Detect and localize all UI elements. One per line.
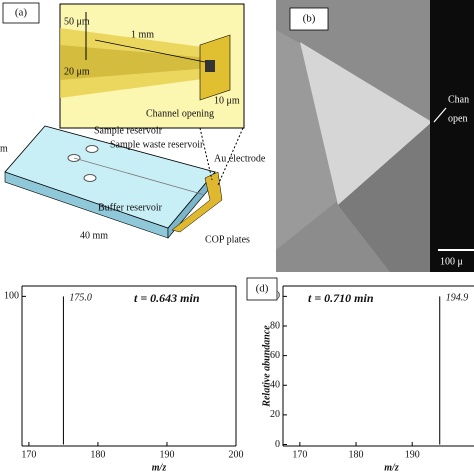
- channel: [60, 45, 210, 80]
- y-tick-label: 80: [270, 320, 280, 331]
- zoom-line: [199, 127, 213, 181]
- dim-label: 1 mm: [131, 29, 154, 40]
- peak-label: 175.0: [69, 292, 92, 303]
- callout: Chan: [448, 94, 469, 105]
- x-axis-label: m/z: [384, 462, 399, 473]
- dim-label: 40 mm: [80, 230, 108, 241]
- dim-label: 20 μm: [64, 66, 90, 77]
- x-tick-label: 190: [159, 449, 174, 460]
- spectra: 100 170 180 190 200 175.0 t = 0.643 min m/z 0 20 4…: [4, 277, 474, 473]
- x-tick-label: 180: [90, 449, 105, 460]
- callout: Buffer reservoir: [98, 202, 163, 213]
- arrow: [433, 107, 447, 123]
- chip-top: [4, 125, 216, 229]
- y-axis-label: Relative abundance: [261, 325, 272, 408]
- label-box: [289, 7, 329, 31]
- dim-line: [94, 39, 206, 63]
- peak-label: 194.9: [446, 292, 469, 303]
- label-box: [2, 2, 40, 24]
- y-tick-label: 100: [4, 291, 19, 302]
- panel-a: (a) 50 μm 1 mm 20 μm 10 μm Channel openi…: [0, 2, 266, 245]
- x-tick-label: 200: [229, 449, 244, 460]
- callout: Au electrode: [214, 153, 266, 164]
- channel-line: [73, 157, 206, 196]
- sem-dark: [430, 0, 474, 272]
- x-tick-label: 170: [21, 449, 36, 460]
- dim-label: 50 μm: [64, 16, 90, 27]
- reservoir: [85, 145, 99, 153]
- x-tick-label: 170: [292, 449, 307, 460]
- callout: Channel opening: [146, 108, 214, 119]
- opening: [205, 60, 215, 72]
- y-tick-label: 0: [275, 439, 280, 450]
- y-tick-label: 20: [270, 409, 280, 420]
- x-axis-label: m/z: [152, 462, 167, 473]
- electrode: [171, 171, 223, 233]
- dim-label: 10 μm: [214, 95, 240, 106]
- panel-label: (d): [256, 283, 269, 295]
- callout: open: [448, 113, 467, 124]
- panel-label: (a): [15, 7, 28, 19]
- x-tick-label: 180: [349, 449, 364, 460]
- panel-b: (b) Chan open 100 μ: [276, 0, 474, 272]
- callout: Sample reservoir: [94, 125, 163, 136]
- scale-label: 100 μ: [440, 256, 463, 267]
- annotation: t = 0.710 min: [308, 291, 374, 305]
- sem-region: [338, 122, 432, 272]
- annotation: t = 0.643 min: [134, 291, 200, 305]
- dim-label: m: [0, 143, 8, 154]
- reservoir: [83, 174, 97, 182]
- panel-label: (b): [303, 13, 316, 25]
- y-tick-label: 40: [270, 380, 280, 391]
- sem-channel: [300, 42, 432, 205]
- callout: COP plates: [205, 234, 250, 245]
- label-box: [246, 277, 278, 301]
- callout: Sample waste reservoir: [110, 139, 204, 150]
- x-tick-label: 190: [405, 449, 420, 460]
- y-tick-label: 60: [270, 350, 280, 361]
